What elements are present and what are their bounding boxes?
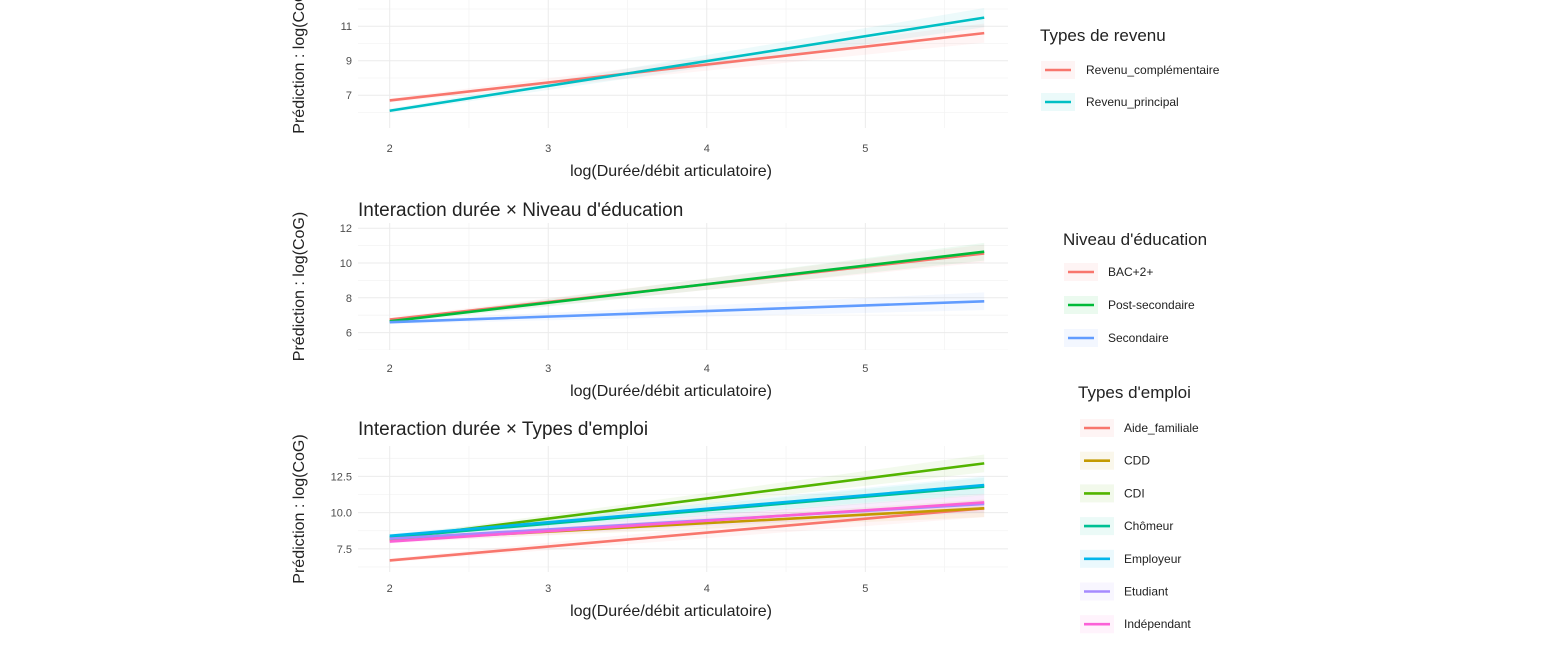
legend-label-2: Revenu_principal — [1086, 95, 1179, 109]
legend: Types d'emploi Aide_familiale CDD CDI Chômeu… — [1078, 383, 1199, 634]
legend-label-2: Post-secondaire — [1108, 298, 1195, 312]
y-axis-title: Prédiction : log(CoG) — [291, 212, 308, 361]
chart-panel-1: 2 3 4 5 7 9 11 log(Durée/débit articulatoire) Pr… — [291, 0, 1220, 180]
legend: Types de revenu Revenu_complémentaire Reve… — [1040, 26, 1220, 111]
gridlines — [358, 223, 1008, 350]
series-layer — [389, 242, 985, 325]
y-axis-title: Prédiction : log(CoG) — [291, 434, 308, 583]
legend: Niveau d'éducation BAC+2+ Post-secondaire S… — [1063, 230, 1207, 347]
legend-label-5: Employeur — [1124, 552, 1181, 566]
x-tick-label: 5 — [862, 363, 868, 375]
legend-title: Types de revenu — [1040, 26, 1166, 45]
legend-label-4: Chômeur — [1124, 519, 1173, 533]
y-tick-label: 10.0 — [331, 508, 352, 520]
y-tick-label: 12 — [340, 223, 352, 235]
x-tick-label: 3 — [545, 143, 551, 155]
x-tick-label: 4 — [704, 583, 710, 595]
legend-label-1: Revenu_complémentaire — [1086, 63, 1220, 77]
y-tick-label: 6 — [346, 328, 352, 340]
x-axis-title: log(Durée/débit articulatoire) — [570, 603, 772, 620]
chart-title: Interaction durée × Niveau d'éducation — [358, 200, 683, 221]
legend-label-7: Indépendant — [1124, 617, 1191, 631]
x-tick-label: 2 — [387, 583, 393, 595]
x-tick-label: 2 — [387, 363, 393, 375]
y-tick-label: 7 — [346, 90, 352, 102]
series-line-2 — [389, 250, 985, 323]
x-tick-label: 2 — [387, 143, 393, 155]
series-line-3 — [389, 299, 985, 324]
series-line-5 — [389, 483, 985, 538]
x-tick-label: 5 — [862, 143, 868, 155]
y-tick-label: 12.5 — [331, 471, 352, 483]
y-axis-title: Prédiction : log(CoG) — [291, 0, 308, 134]
legend-label-6: Etudiant — [1124, 585, 1169, 599]
y-tick-label: 8 — [346, 293, 352, 305]
y-tick-label: 10 — [340, 258, 352, 270]
x-tick-label: 4 — [704, 143, 710, 155]
x-axis-title: log(Durée/débit articulatoire) — [570, 163, 772, 180]
series-line-7 — [389, 501, 985, 543]
legend-title: Types d'emploi — [1078, 383, 1191, 402]
series-line-2 — [389, 16, 985, 113]
x-tick-label: 3 — [545, 363, 551, 375]
x-tick-label: 3 — [545, 583, 551, 595]
legend-label-1: BAC+2+ — [1108, 265, 1153, 279]
x-axis-title: log(Durée/débit articulatoire) — [570, 383, 772, 400]
legend-label-3: CDI — [1124, 486, 1145, 500]
series-line-1 — [389, 506, 985, 562]
y-tick-label: 9 — [346, 56, 352, 68]
gridlines — [358, 0, 1008, 128]
chart-panel-3: 2 3 4 5 7.5 10.0 12.5 log(Durée/débit articulat… — [291, 383, 1199, 634]
chart-panel-2: 2 3 4 5 6 8 10 12 log(Durée/débit articulatoire)… — [291, 200, 1207, 400]
series-line-4 — [389, 485, 985, 539]
y-tick-label: 7.5 — [337, 544, 352, 556]
series-line-1 — [389, 31, 985, 102]
y-tick-label: 11 — [341, 21, 352, 33]
legend-label-2: CDD — [1124, 454, 1150, 468]
series-layer — [389, 7, 985, 113]
x-tick-label: 4 — [704, 363, 710, 375]
chart-title: Interaction durée × Types d'emploi — [358, 419, 648, 440]
x-tick-label: 5 — [862, 583, 868, 595]
legend-label-3: Secondaire — [1108, 331, 1169, 345]
legend-title: Niveau d'éducation — [1063, 230, 1207, 249]
series-layer — [389, 454, 985, 563]
legend-label-1: Aide_familiale — [1124, 421, 1199, 435]
